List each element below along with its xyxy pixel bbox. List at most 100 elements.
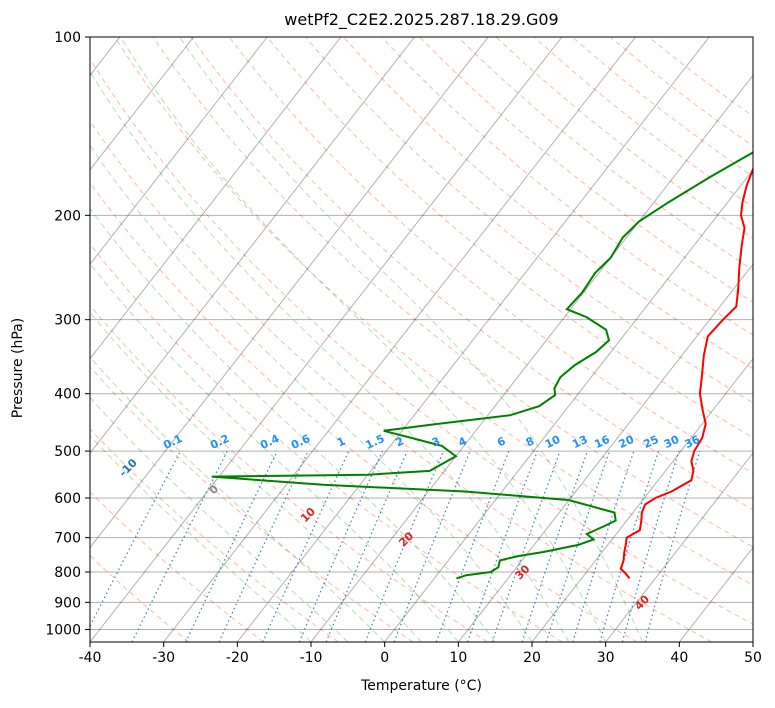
mixing-ratio-label: 0.2 bbox=[208, 432, 231, 452]
y-tick-label: 300 bbox=[54, 313, 81, 329]
isotherm bbox=[236, 37, 710, 642]
dewpoint-profile bbox=[211, 151, 753, 580]
dry-adiabat bbox=[90, 366, 414, 642]
y-tick-label: 700 bbox=[54, 531, 81, 547]
x-axis-label: Temperature (°C) bbox=[361, 678, 482, 694]
mixing-ratio-label: 1 bbox=[335, 434, 347, 449]
y-tick-label: 900 bbox=[54, 595, 81, 611]
moist-adiabat bbox=[90, 356, 386, 642]
isotherm bbox=[310, 74, 753, 642]
moist-adiabat bbox=[90, 262, 459, 642]
x-tick-label: 50 bbox=[744, 650, 762, 666]
x-tick-label: -10 bbox=[300, 650, 323, 666]
dry-adiabat bbox=[457, 37, 753, 271]
x-tick-label: -30 bbox=[152, 650, 175, 666]
dry-adiabat bbox=[304, 37, 753, 404]
dry-adiabat bbox=[90, 243, 563, 642]
dry-adiabat bbox=[90, 181, 638, 642]
moist-adiabat bbox=[90, 207, 496, 642]
dry-adiabat bbox=[228, 37, 753, 474]
mixing-ratio-line bbox=[325, 450, 408, 642]
mixing-ratio-label: 10 bbox=[543, 433, 563, 451]
mixing-ratio-label: 13 bbox=[570, 433, 589, 451]
moist-adiabat bbox=[90, 311, 422, 642]
chart-title: wetPf2_C2E2.2025.287.18.29.G09 bbox=[284, 10, 559, 29]
temperature-profile bbox=[619, 166, 753, 580]
x-tick-label: -40 bbox=[79, 650, 102, 666]
dry-adiabat bbox=[90, 304, 488, 642]
mixing-ratio-line bbox=[90, 450, 181, 628]
y-tick-label: 500 bbox=[54, 444, 81, 460]
mixing-ratio-line bbox=[393, 450, 471, 642]
isotherm bbox=[90, 37, 194, 171]
dry-adiabat-label: 20 bbox=[396, 529, 416, 549]
mixing-ratio-label: 36 bbox=[683, 433, 703, 451]
moist-adiabat bbox=[90, 396, 349, 642]
mixing-ratio-line bbox=[435, 450, 510, 642]
moist-adiabat bbox=[120, 37, 607, 642]
isotherm bbox=[90, 37, 563, 642]
dry-adiabat bbox=[90, 554, 190, 642]
mixing-ratio-label: 0.1 bbox=[161, 432, 184, 452]
isotherm bbox=[163, 37, 636, 642]
dry-adiabat bbox=[114, 37, 753, 586]
y-axis-label: Pressure (hPa) bbox=[10, 317, 26, 419]
mixing-ratio-label: 20 bbox=[617, 433, 637, 451]
mixing-ratio-line bbox=[491, 450, 561, 642]
isotherm bbox=[605, 452, 753, 642]
dry-adiabat bbox=[381, 37, 753, 336]
y-tick-label: 400 bbox=[54, 387, 81, 403]
x-tick-label: 0 bbox=[380, 650, 389, 666]
mixing-ratio-line bbox=[466, 450, 538, 642]
dry-adiabat bbox=[90, 491, 264, 642]
y-tick-label: 800 bbox=[54, 565, 81, 581]
mixing-ratio-line bbox=[218, 450, 309, 642]
dry-adiabat bbox=[533, 37, 753, 208]
moist-adiabat bbox=[179, 37, 643, 642]
dry-adiabat bbox=[90, 120, 712, 642]
mixing-ratio-label: 0.4 bbox=[258, 432, 281, 452]
isotherm bbox=[90, 37, 489, 549]
isotherm bbox=[531, 357, 753, 642]
dry-adiabat-label: 40 bbox=[632, 592, 652, 612]
y-tick-label: 1000 bbox=[45, 622, 81, 638]
mixing-ratio-label: 30 bbox=[662, 433, 682, 451]
x-tick-label: 10 bbox=[449, 650, 467, 666]
mixing-ratio-label: 1.5 bbox=[363, 432, 386, 452]
dry-adiabat bbox=[190, 37, 753, 511]
mixing-ratio-line bbox=[131, 450, 228, 642]
mixing-ratio-line bbox=[644, 450, 701, 642]
x-tick-label: 40 bbox=[670, 650, 688, 666]
moist-adiabat bbox=[90, 435, 312, 642]
mixing-ratio-line bbox=[621, 450, 680, 642]
mixing-ratio-line bbox=[572, 450, 635, 642]
mixing-ratio-label: 3 bbox=[430, 434, 442, 449]
mixing-ratio-line bbox=[521, 450, 589, 642]
mixing-ratio-label: 16 bbox=[592, 433, 612, 451]
isotherm bbox=[457, 263, 753, 642]
dry-adiabat bbox=[152, 37, 753, 548]
x-tick-label: -20 bbox=[226, 650, 249, 666]
mixing-ratio-label: 8 bbox=[524, 434, 536, 449]
mixing-ratio-label: 6 bbox=[495, 434, 508, 449]
isotherm bbox=[384, 168, 753, 642]
dry-adiabat bbox=[90, 428, 339, 642]
dry-adiabat bbox=[495, 37, 753, 239]
dry-adiabat-label: 10 bbox=[298, 505, 318, 525]
x-tick-label: 30 bbox=[597, 650, 615, 666]
y-tick-label: 100 bbox=[54, 30, 81, 46]
x-tick-label: 20 bbox=[523, 650, 541, 666]
isotherm bbox=[90, 37, 268, 266]
mixing-ratio-line bbox=[185, 450, 278, 642]
plot-frame bbox=[89, 36, 754, 643]
dry-adiabat bbox=[343, 37, 753, 370]
isotherm bbox=[90, 37, 342, 360]
moist-adiabat bbox=[90, 144, 533, 642]
dry-adiabat bbox=[90, 58, 753, 625]
dry-adiabat bbox=[419, 37, 753, 303]
mixing-ratio-label: 25 bbox=[641, 433, 660, 451]
moist-adiabat bbox=[90, 70, 570, 642]
isotherm bbox=[90, 37, 415, 454]
